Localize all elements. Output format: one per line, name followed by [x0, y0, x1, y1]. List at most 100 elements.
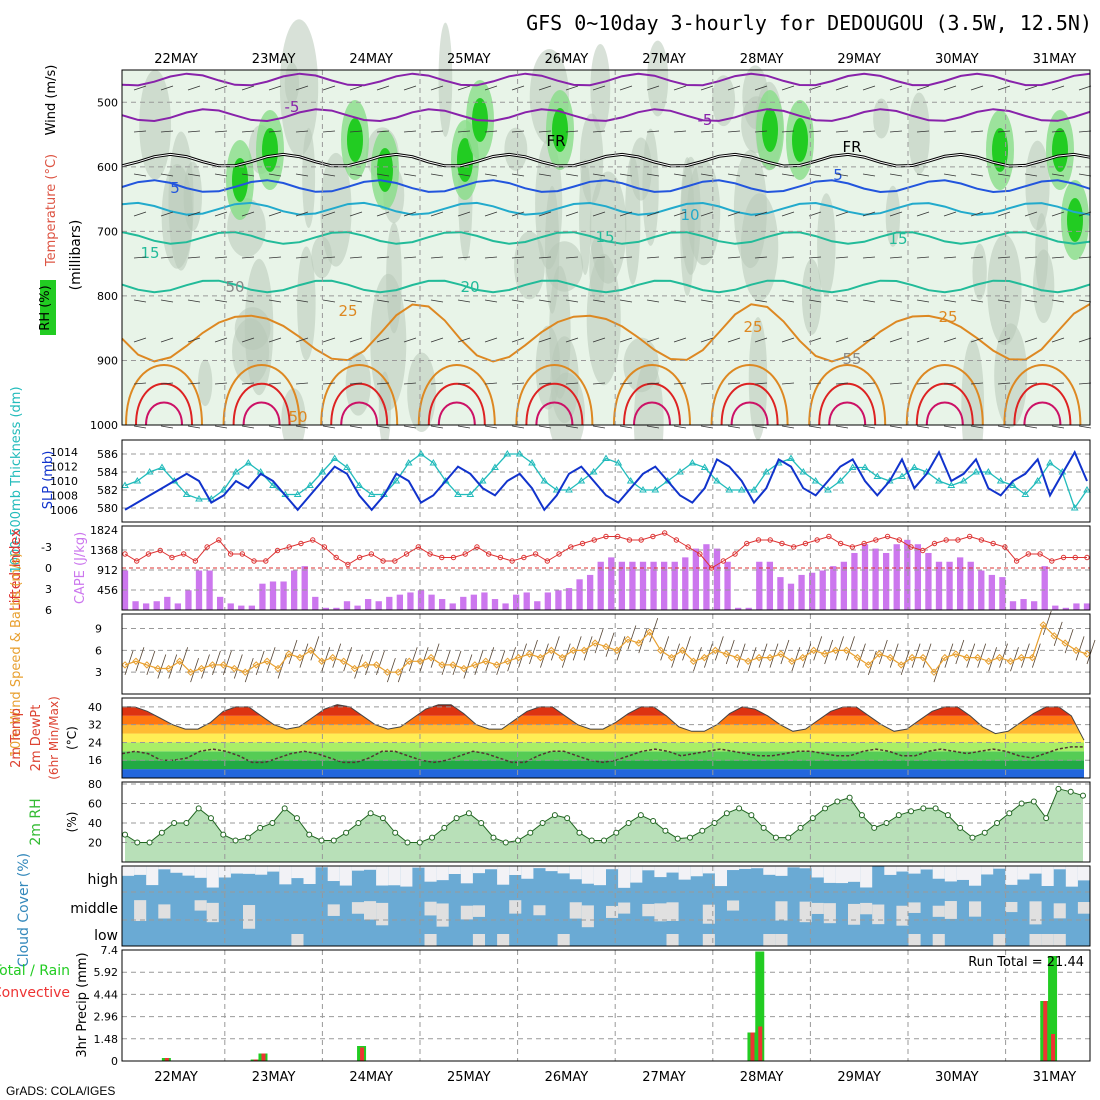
- wind-speed-point: [919, 653, 927, 662]
- wind-barb-10m: [813, 636, 823, 661]
- wind-barb-10m: [791, 647, 801, 672]
- li-tick: 3: [45, 583, 52, 596]
- wind-barb: [754, 299, 768, 303]
- cape-bar: [650, 561, 657, 610]
- wind-speed-point: [941, 653, 949, 662]
- cloud-high-gap: [751, 866, 764, 869]
- cloud-low-gap: [908, 934, 921, 946]
- li-point: [286, 544, 292, 550]
- wind-barb: [1078, 337, 1092, 343]
- wind-barb: [160, 85, 174, 91]
- wind-barb-10m: [124, 650, 134, 676]
- li-point: [333, 554, 339, 561]
- cloud-high-gap: [460, 866, 473, 884]
- wind-barb: [295, 173, 309, 177]
- pressure-tick: 900: [97, 354, 118, 367]
- wind-barb-10m: [343, 647, 353, 672]
- wind-barb: [997, 173, 1011, 177]
- wind-speed-point: [263, 657, 271, 665]
- rh-gray-area: [311, 236, 333, 279]
- cloud-high-gap: [848, 866, 861, 882]
- wind-barb: [835, 256, 849, 259]
- wind-barb: [916, 425, 930, 429]
- rh2m-point: [551, 812, 558, 819]
- li-point: [227, 551, 234, 557]
- wind-speed-point: [197, 664, 206, 673]
- cloud-high-gap: [993, 866, 1006, 869]
- wind-barb: [835, 85, 849, 91]
- thickness-point: [836, 477, 845, 484]
- cloud-high-gap: [581, 866, 594, 884]
- wind-barb: [646, 211, 660, 217]
- wind-barb-10m: [594, 628, 604, 654]
- cape-bar: [840, 561, 848, 610]
- contour-label: 5: [170, 179, 180, 197]
- wind-barb-10m: [911, 643, 921, 668]
- isotherm--5: [121, 108, 1091, 123]
- wind-barb-10m: [397, 658, 407, 683]
- li-point: [427, 551, 433, 557]
- precip-panel: 0 1.48 2.96 4.44 5.92 7.4 Run Total = 21.44 3hr…: [0, 944, 1091, 1068]
- isotherm-25: [121, 303, 1091, 363]
- wind-barb-10m: [463, 654, 473, 679]
- cape-tick: 1368: [90, 544, 118, 557]
- li-point: [521, 554, 527, 561]
- wind-barb: [133, 211, 147, 217]
- wind-barb: [1024, 211, 1038, 217]
- precip-conv-bar: [261, 1053, 266, 1061]
- wind-speed-point: [1006, 657, 1015, 665]
- wind-speed-point: [372, 661, 381, 669]
- wind-barb-10m: [857, 643, 866, 668]
- wind-speed-point: [165, 664, 173, 673]
- wind-speed-point: [208, 661, 217, 669]
- wind-barb: [511, 299, 525, 303]
- wind-barb: [808, 382, 822, 385]
- wind-barb: [268, 256, 282, 259]
- wind-barb: [403, 130, 417, 133]
- li-point: [532, 551, 539, 557]
- rh-gray-area: [589, 171, 627, 284]
- wind-barb-10m: [266, 647, 276, 672]
- wind-speed-point: [296, 653, 304, 662]
- wind-barb: [943, 85, 957, 91]
- rh-gray-area: [407, 352, 436, 432]
- li-point: [720, 558, 727, 564]
- wind-barb: [457, 337, 471, 343]
- wind-speed-point: [602, 643, 610, 651]
- wind-barb: [322, 173, 336, 177]
- cloud-high-gap: [799, 866, 812, 869]
- wind-barb: [295, 85, 309, 91]
- cloud-high-gap: [291, 866, 304, 879]
- wind-barb: [943, 425, 957, 429]
- cape-bar: [502, 603, 509, 610]
- wind-speed-point: [624, 635, 632, 644]
- rh2m-point: [674, 835, 681, 842]
- cloud-high-gap: [1017, 866, 1030, 880]
- rh2m-point: [920, 805, 927, 812]
- thickness-point: [540, 477, 549, 484]
- wind-barb: [268, 425, 282, 429]
- cloud-mid-gap: [569, 902, 582, 919]
- cloud-high-gap: [678, 866, 691, 880]
- wind-barb: [754, 130, 768, 133]
- wind-barb: [214, 130, 228, 133]
- wind-speed-point: [1072, 646, 1080, 655]
- wind-barb: [349, 256, 363, 259]
- thickness-point: [244, 459, 253, 466]
- wind-speed-point: [591, 639, 599, 647]
- wind-speed-point: [525, 650, 534, 658]
- thickness-point: [811, 477, 820, 484]
- cloud-mid-gap: [1029, 901, 1042, 925]
- rh2m-point: [146, 839, 153, 846]
- wind-barb-10m: [430, 643, 440, 668]
- thickness-point: [700, 463, 709, 470]
- wind-barb: [187, 425, 201, 429]
- thickness-point: [454, 490, 462, 497]
- cape-bar: [164, 596, 171, 610]
- wind-barb: [322, 211, 336, 217]
- wind-barb: [295, 299, 309, 303]
- wind-barb: [916, 130, 930, 133]
- rh2m-point: [908, 808, 915, 815]
- thickness-point: [293, 490, 302, 497]
- wind-speed-point: [908, 653, 916, 662]
